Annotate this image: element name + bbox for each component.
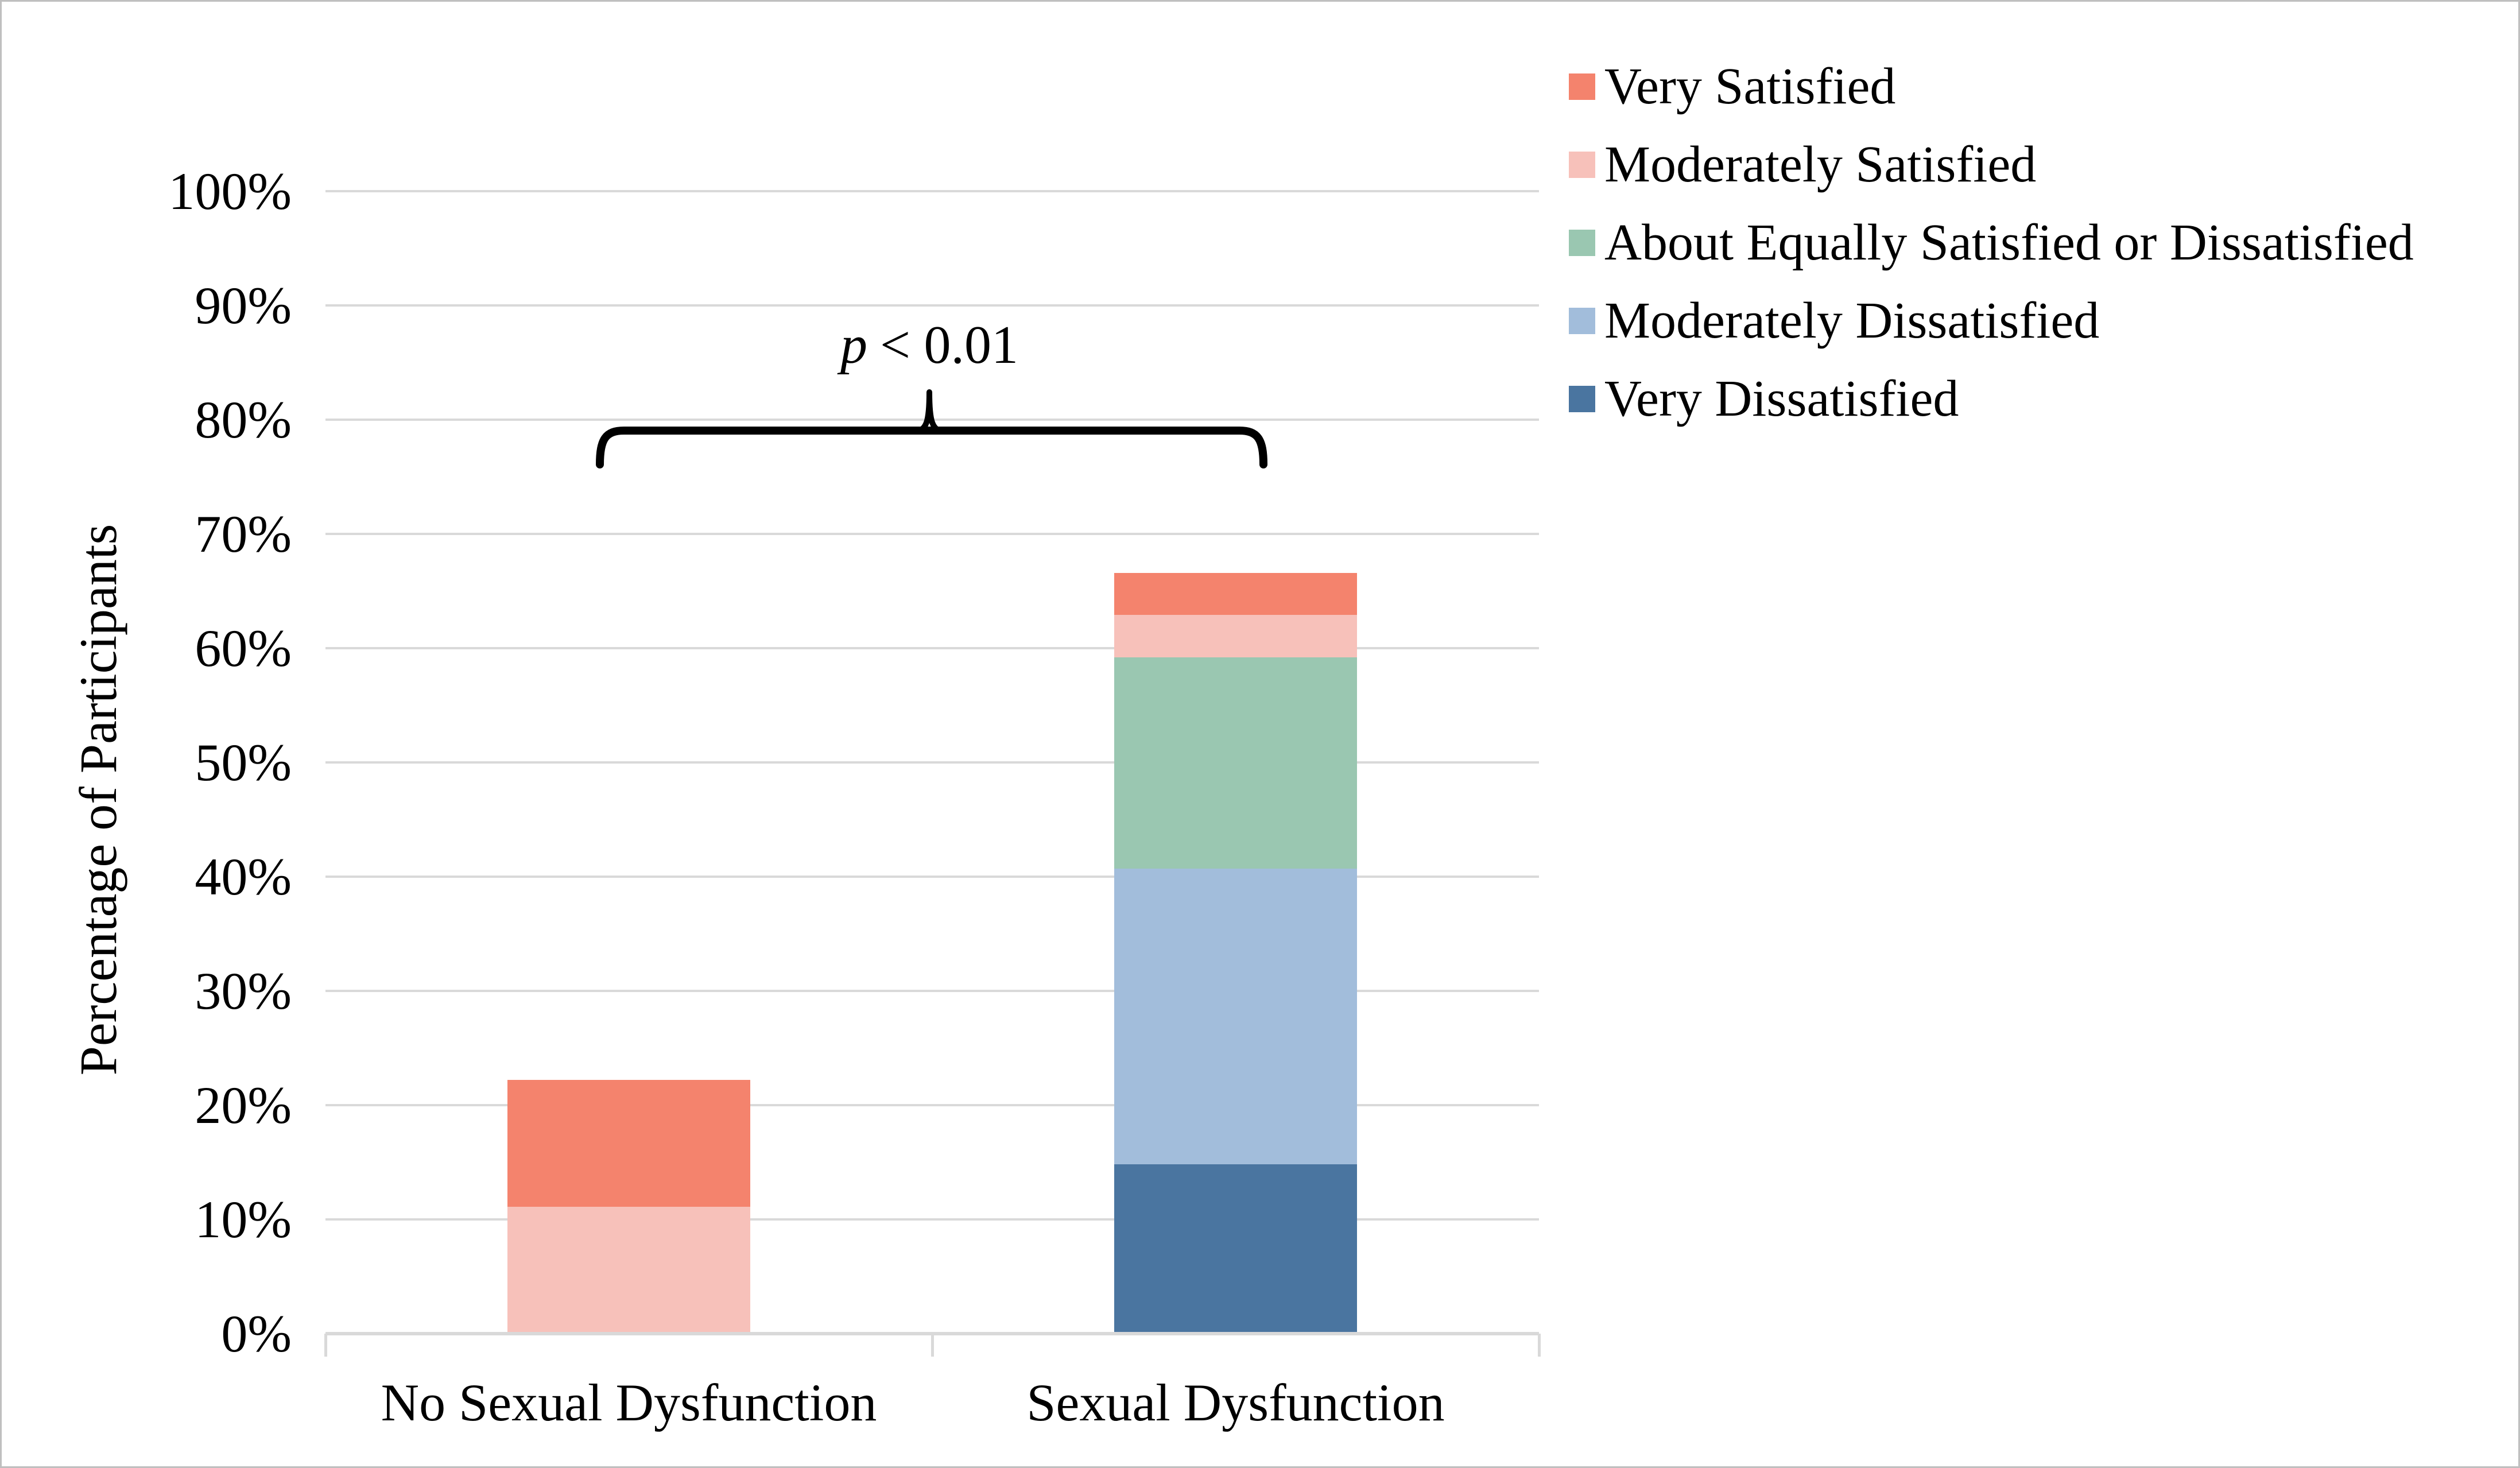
bar-segment — [1114, 572, 1357, 615]
legend-item: Moderately Satisfied — [1569, 136, 2036, 193]
x-category-label: No Sexual Dysfunction — [381, 1373, 877, 1432]
bar-segment — [1114, 1164, 1357, 1334]
gridline-90% — [325, 304, 1539, 307]
legend-item: Very Dissatisfied — [1569, 370, 1959, 428]
gridline-70% — [325, 533, 1539, 535]
y-tick-label: 70% — [195, 505, 292, 563]
y-tick-label: 100% — [168, 162, 292, 220]
gridline-40% — [325, 876, 1539, 878]
y-tick-label: 80% — [195, 390, 292, 449]
y-tick-label: 50% — [195, 733, 292, 792]
legend-label: Very Dissatisfied — [1604, 370, 1959, 427]
p-symbol: p — [840, 315, 867, 375]
x-axis-tick — [931, 1334, 934, 1357]
y-tick-label: 20% — [195, 1076, 292, 1134]
legend-swatch-icon — [1569, 386, 1595, 412]
legend-swatch-icon — [1569, 308, 1595, 334]
gridline-30% — [325, 990, 1539, 992]
gridline-60% — [325, 647, 1539, 649]
y-tick-label: 40% — [195, 847, 292, 906]
legend-item: About Equally Satisfied or Dissatisfied — [1569, 214, 2414, 272]
bar-segment — [1114, 869, 1357, 1165]
bar-segment — [1114, 615, 1357, 657]
p-threshold: < 0.01 — [879, 315, 1018, 375]
legend-label: Moderately Satisfied — [1604, 136, 2037, 193]
bar-segment — [507, 1080, 750, 1207]
y-tick-label: 90% — [195, 276, 292, 335]
bar-segment — [1114, 657, 1357, 869]
gridline-80% — [325, 419, 1539, 421]
x-category-label: Sexual Dysfunction — [1026, 1373, 1445, 1432]
legend-label: About Equally Satisfied or Dissatisfied — [1604, 214, 2414, 271]
legend-swatch-icon — [1569, 230, 1595, 256]
p-value-label: p < 0.01 — [642, 316, 1216, 374]
gridline-20% — [325, 1104, 1539, 1106]
y-tick-label: 60% — [195, 619, 292, 677]
gridline-10% — [325, 1218, 1539, 1221]
legend-label: Very Satisfied — [1604, 58, 1896, 115]
legend-swatch-icon — [1569, 152, 1595, 178]
gridline-50% — [325, 761, 1539, 764]
gridline-100% — [325, 190, 1539, 192]
legend-swatch-icon — [1569, 73, 1595, 100]
x-axis-tick — [1538, 1334, 1541, 1357]
bracket-main-path — [596, 427, 1267, 468]
bar-segment — [507, 1207, 750, 1334]
y-tick-label: 10% — [195, 1190, 292, 1249]
x-axis-tick — [324, 1334, 327, 1357]
y-tick-label: 0% — [221, 1304, 292, 1363]
legend-item: Moderately Dissatisfied — [1569, 292, 2099, 350]
legend-label: Moderately Dissatisfied — [1604, 292, 2100, 349]
y-tick-label: 30% — [195, 962, 292, 1020]
legend-item: Very Satisfied — [1569, 58, 1895, 115]
bracket-spike-path — [912, 389, 947, 435]
